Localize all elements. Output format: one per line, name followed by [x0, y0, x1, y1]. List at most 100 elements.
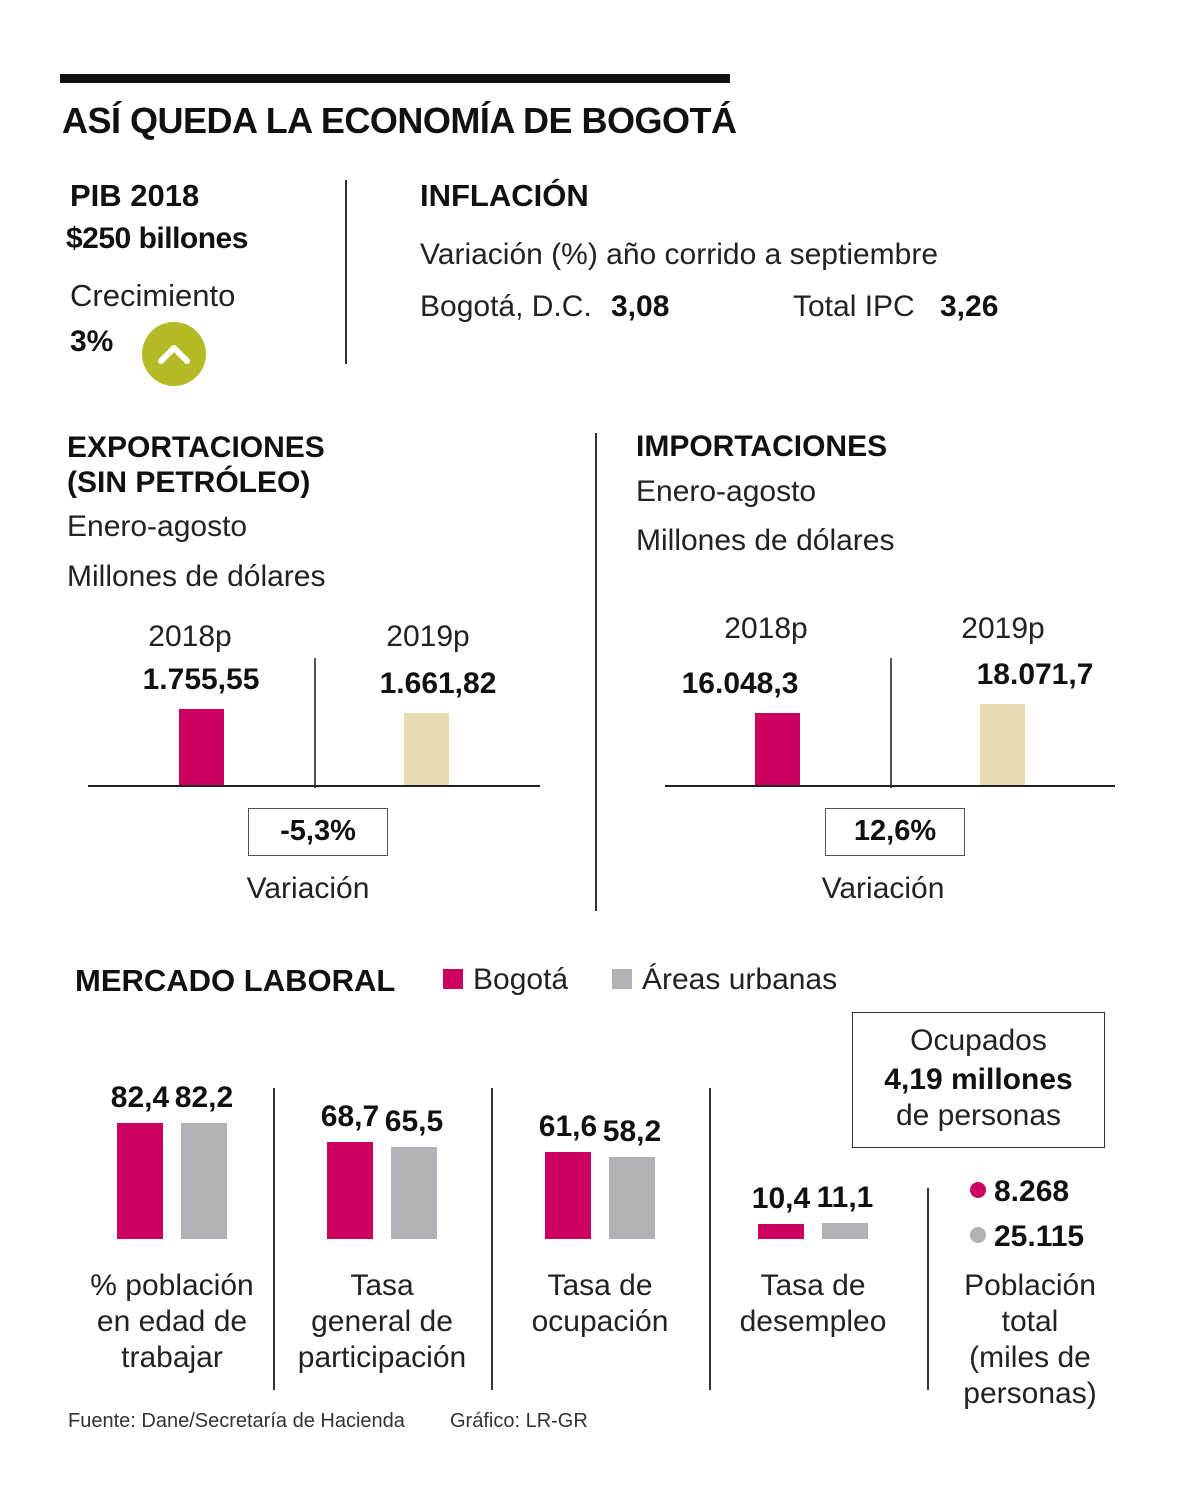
poblacion-label-line: Población — [964, 1269, 1096, 1302]
lab-category-label: Tasa de ocupación — [495, 1268, 705, 1340]
ocupados-unit: de personas — [895, 1099, 1062, 1132]
imp-bar-2019 — [980, 704, 1025, 786]
imp-axis — [665, 785, 1115, 787]
lab-divider — [927, 1188, 929, 1390]
imp-category-label: 2019p — [961, 612, 1045, 645]
lab-bar-urbanas — [822, 1223, 868, 1239]
pib-growth-value: 3% — [70, 325, 114, 358]
exp-center-divider — [314, 658, 316, 788]
imp-bar-2018 — [755, 713, 800, 786]
lab-category-label: Tasa de desempleo — [708, 1268, 918, 1340]
exp-value-label: 1.755,55 — [142, 663, 260, 696]
pib-value: $250 billones — [66, 222, 248, 255]
lab-category-line: en edad de — [96, 1305, 248, 1338]
ocupados-value: 4,19 millones — [884, 1063, 1073, 1096]
lab-category-line: % población — [90, 1269, 254, 1302]
importaciones-unit: Millones de dólares — [636, 524, 895, 557]
footer-credit: Gráfico: LR-GR — [450, 1410, 588, 1432]
top-rule — [60, 74, 730, 83]
legend-bogota: Bogotá — [443, 963, 568, 997]
exp-category-label: 2019p — [386, 620, 470, 653]
mercado-title: MERCADO LABORAL — [75, 963, 396, 998]
imp-category-label: 2018p — [724, 612, 808, 645]
imp-variation-value: 12,6% — [853, 815, 937, 847]
inflacion-total-label: Total IPC — [793, 290, 915, 323]
imp-variation-box — [825, 808, 965, 856]
lab-bar-bogota — [545, 1152, 591, 1239]
inflacion-bogota-value: 3,08 — [611, 290, 670, 323]
pib-growth-label: Crecimiento — [70, 278, 236, 313]
dot-bogota-icon — [970, 1182, 986, 1199]
lab-category-line: trabajar — [121, 1341, 223, 1374]
poblacion-label-line: total — [1001, 1305, 1059, 1338]
lab-divider — [273, 1088, 275, 1390]
exp-variation-box — [248, 808, 388, 856]
poblacion-label-line: personas) — [963, 1377, 1097, 1410]
exportaciones-subtitle: Enero-agosto — [67, 510, 248, 543]
legend-label: Bogotá — [473, 963, 569, 996]
poblacion-urbanas-value: 25.115 — [994, 1220, 1085, 1253]
exp-category-label: 2018p — [148, 620, 232, 653]
footer-source: Fuente: Dane/Secretaría de Hacienda — [68, 1410, 405, 1432]
exp-bar-2019 — [404, 713, 449, 786]
lab-bar-bogota — [758, 1224, 804, 1239]
legend-urbanas: Áreas urbanas — [612, 963, 837, 997]
page-title: ASÍ QUEDA LA ECONOMÍA DE BOGOTÁ — [62, 100, 737, 141]
lab-category-line: Tasa — [350, 1269, 414, 1302]
lab-bar-urbanas — [609, 1156, 655, 1239]
poblacion-bogota: 8.268 — [970, 1175, 1069, 1209]
lab-category-label: % población en edad de trabajar — [67, 1268, 277, 1376]
ocupados-label: Ocupados — [910, 1024, 1047, 1057]
poblacion-bogota-value: 8.268 — [994, 1175, 1070, 1208]
lab-value-label: 65,5 — [384, 1104, 444, 1138]
lab-category-line: participación — [297, 1341, 467, 1374]
chevron-up-icon — [142, 322, 206, 386]
inflacion-subtitle: Variación (%) año corrido a septiembre — [420, 238, 939, 271]
importaciones-subtitle: Enero-agosto — [636, 475, 817, 508]
legend-swatch-urbanas — [612, 969, 632, 990]
importaciones-title: IMPORTACIONES — [636, 430, 888, 463]
imp-value-label: 18.071,7 — [976, 658, 1094, 691]
lab-value-label: 10,4 — [751, 1182, 811, 1216]
lab-category-line: desempleo — [739, 1305, 887, 1338]
inflacion-total-value: 3,26 — [940, 290, 999, 323]
lab-value-label: 82,4 — [110, 1080, 170, 1114]
lab-bar-urbanas — [391, 1146, 437, 1239]
imp-value-label: 16.048,3 — [681, 667, 799, 701]
exp-variation-label: Variación — [246, 872, 370, 905]
lab-value-label: 68,7 — [320, 1100, 380, 1134]
lab-bar-bogota — [117, 1122, 163, 1239]
lab-value-label: 11,1 — [816, 1181, 874, 1215]
poblacion-urbanas: 25.115 — [970, 1220, 1084, 1254]
lab-divider — [709, 1088, 711, 1390]
exportaciones-title: EXPORTACIONES (SIN PETRÓLEO) — [67, 431, 325, 499]
divider-pib-inflacion — [345, 180, 347, 364]
lab-category-label: Tasa general de participación — [277, 1268, 487, 1376]
divider-exp-imp — [595, 433, 597, 911]
exp-bar-2018 — [179, 709, 224, 786]
inflacion-bogota-label: Bogotá, D.C. — [420, 290, 592, 323]
lab-category-line: Tasa de — [547, 1269, 653, 1302]
pib-heading: PIB 2018 — [70, 178, 200, 213]
lab-divider — [491, 1088, 493, 1390]
exp-axis — [88, 785, 540, 787]
lab-value-label: 82,2 — [174, 1081, 234, 1115]
lab-value-label: 61,6 — [538, 1110, 598, 1144]
lab-bar-bogota — [327, 1142, 373, 1239]
lab-value-label: 58,2 — [602, 1114, 662, 1148]
lab-category-line: general de — [311, 1305, 453, 1338]
exportaciones-unit: Millones de dólares — [67, 560, 326, 593]
ocupados-box — [852, 1012, 1105, 1148]
poblacion-label: Población total (miles de personas) — [930, 1268, 1130, 1412]
legend-swatch-bogota — [443, 969, 463, 990]
imp-variation-label: Variación — [821, 872, 945, 905]
exp-variation-value: -5,3% — [280, 815, 356, 847]
lab-bar-urbanas — [181, 1123, 227, 1239]
lab-category-line: ocupación — [531, 1305, 669, 1338]
inflacion-heading: INFLACIÓN — [420, 178, 589, 213]
lab-category-line: Tasa de — [760, 1269, 866, 1302]
poblacion-label-line: (miles de — [969, 1341, 1091, 1374]
imp-center-divider — [890, 658, 892, 788]
exp-value-label: 1.661,82 — [379, 667, 497, 701]
legend-label: Áreas urbanas — [642, 963, 838, 996]
